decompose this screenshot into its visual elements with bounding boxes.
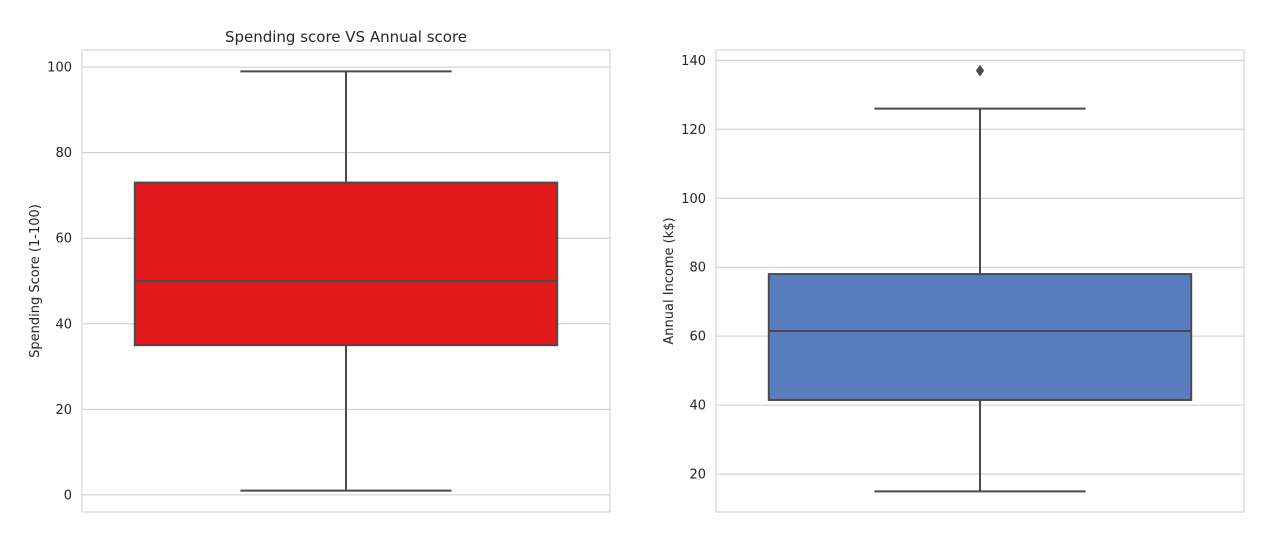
boxplot-spending: [133, 70, 559, 492]
y-ticks-income: 20 40 60 80 100 120 140: [681, 54, 706, 483]
iqr-box: [767, 273, 1193, 401]
y-axis-label-income: Annual Income (k$): [662, 217, 677, 344]
y-tick-label: 20: [689, 468, 706, 483]
y-ticks-spending: 0 20 40 60 80 100: [47, 61, 72, 504]
chart-title-spending: Spending score VS Annual score: [225, 28, 467, 46]
outlier-point: [975, 64, 985, 77]
y-tick-label: 60: [689, 330, 706, 345]
y-tick-label: 40: [689, 399, 706, 414]
y-tick-label: 100: [681, 192, 706, 207]
y-tick-label: 0: [64, 488, 72, 503]
y-tick-label: 120: [681, 123, 706, 138]
panel-spending: 0 20 40 60 80 100 Spending score VS Annual sc…: [28, 28, 611, 513]
y-tick-label: 60: [55, 232, 72, 247]
y-tick-label: 80: [689, 261, 706, 276]
y-axis-label-spending: Spending Score (1-100): [28, 204, 43, 358]
panel-income: 20 40 60 80 100 120 140 Annual Income (k$): [662, 49, 1245, 513]
y-tick-label: 140: [681, 54, 706, 69]
y-tick-label: 40: [55, 317, 72, 332]
y-tick-label: 20: [55, 403, 72, 418]
y-tick-label: 80: [55, 146, 72, 161]
boxplot-income: [767, 64, 1193, 493]
iqr-box: [133, 181, 559, 347]
y-tick-label: 100: [47, 61, 72, 76]
